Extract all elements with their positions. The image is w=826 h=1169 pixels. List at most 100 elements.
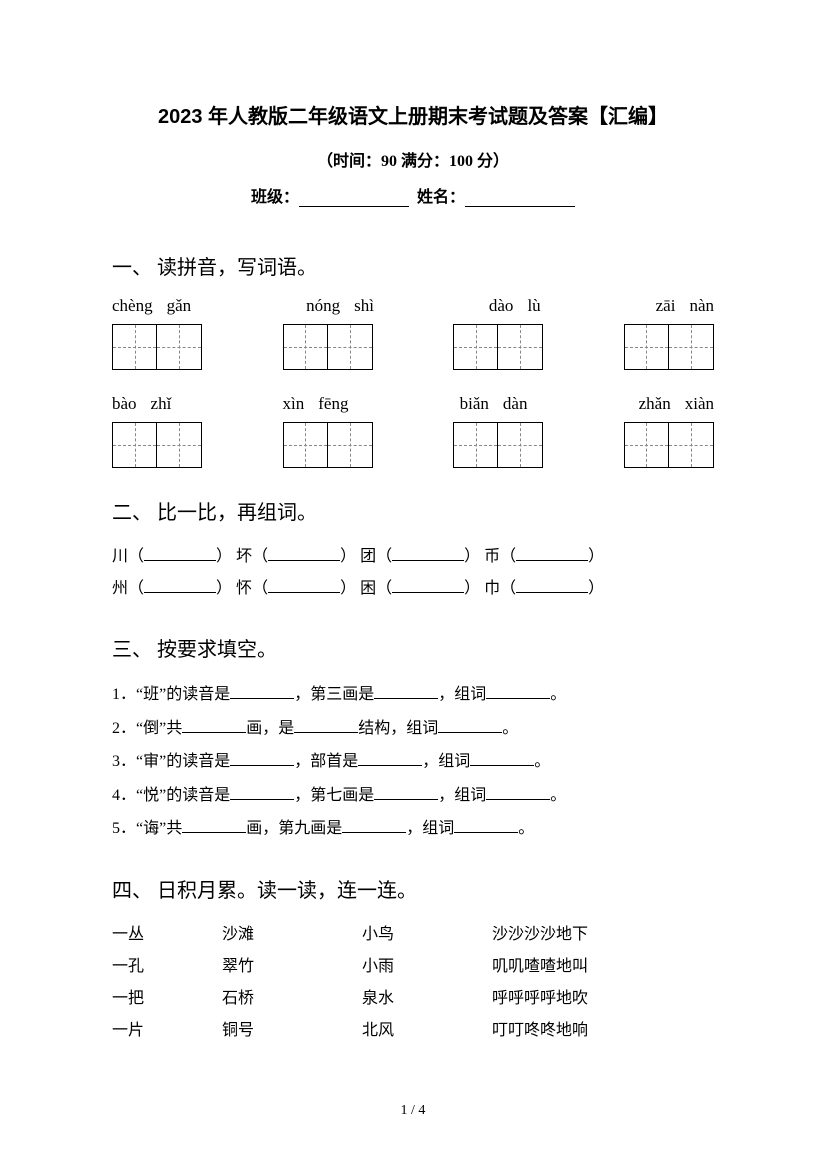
fill-blank[interactable]	[486, 685, 550, 699]
boxes-row-2	[112, 422, 714, 468]
cell: 一丛	[112, 919, 222, 951]
pinyin-group: zhǎnxiàn	[639, 394, 714, 414]
pinyin-word: xìn	[283, 394, 305, 414]
fill-blank[interactable]	[438, 719, 502, 733]
section4-header: 四、 日积月累。读一读，连一连。	[112, 874, 714, 903]
tianzige-pair[interactable]	[453, 422, 543, 468]
section1-header: 一、 读拼音，写词语。	[112, 251, 714, 280]
tianzige-pair[interactable]	[624, 422, 714, 468]
fill-blank[interactable]	[230, 786, 294, 800]
pinyin-row-1: chènggǎn nóngshì dàolù zāinàn	[112, 296, 714, 316]
tianzige-cell[interactable]	[328, 423, 372, 467]
section3-header: 三、 按要求填空。	[112, 633, 714, 662]
pinyin-word: zhǎn	[639, 394, 671, 414]
table-row: 一孔翠竹小雨叽叽喳喳地叫	[112, 951, 714, 983]
name-blank[interactable]	[465, 189, 575, 207]
cell: 泉水	[362, 983, 492, 1015]
text: ，第三画是	[294, 686, 374, 703]
pinyin-group: biǎndàn	[460, 394, 528, 414]
cell: 小雨	[362, 951, 492, 983]
pinyin-group: bàozhǐ	[112, 394, 171, 414]
fill-blank[interactable]	[516, 547, 588, 561]
fill-blank[interactable]	[182, 719, 246, 733]
q3-item-3: 3．“审”的读音是，部首是，组词。	[112, 745, 714, 779]
tianzige-pair[interactable]	[283, 422, 373, 468]
cell: 一片	[112, 1015, 222, 1047]
text: “悦”的读音是	[136, 787, 230, 804]
fill-blank[interactable]	[358, 752, 422, 766]
pinyin-word: shì	[354, 296, 374, 316]
tianzige-pair[interactable]	[112, 324, 202, 370]
tianzige-pair[interactable]	[624, 324, 714, 370]
fill-blank[interactable]	[470, 752, 534, 766]
text: “诲”共	[136, 820, 182, 837]
tianzige-cell[interactable]	[669, 423, 713, 467]
tianzige-cell[interactable]	[157, 325, 201, 369]
section2-header: 二、 比一比，再组词。	[112, 496, 714, 525]
pinyin-group: nóngshì	[306, 296, 374, 316]
tianzige-cell[interactable]	[669, 325, 713, 369]
tianzige-cell[interactable]	[113, 325, 157, 369]
fill-blank[interactable]	[268, 579, 340, 593]
tianzige-cell[interactable]	[454, 423, 498, 467]
fill-blank[interactable]	[516, 579, 588, 593]
char: 团	[360, 548, 376, 565]
page-title: 2023 年人教版二年级语文上册期末考试题及答案【汇编】	[112, 100, 714, 129]
tianzige-cell[interactable]	[498, 325, 542, 369]
fill-blank[interactable]	[392, 547, 464, 561]
cell: 叽叽喳喳地叫	[492, 951, 714, 983]
cell: 一把	[112, 983, 222, 1015]
q3-item-4: 4．“悦”的读音是，第七画是，组词。	[112, 779, 714, 813]
fill-blank[interactable]	[392, 579, 464, 593]
char: 州	[112, 580, 128, 597]
pinyin-word: nóng	[306, 296, 340, 316]
tianzige-cell[interactable]	[284, 423, 328, 467]
text: 。	[550, 787, 566, 804]
cell: 一孔	[112, 951, 222, 983]
tianzige-cell[interactable]	[625, 325, 669, 369]
tianzige-pair[interactable]	[283, 324, 373, 370]
pinyin-group: dàolù	[489, 296, 541, 316]
fill-blank[interactable]	[182, 819, 246, 833]
fill-blank[interactable]	[342, 819, 406, 833]
pinyin-word: nàn	[689, 296, 714, 316]
fill-blank[interactable]	[454, 819, 518, 833]
char: 坏	[236, 548, 252, 565]
class-label: 班级：	[251, 189, 299, 206]
cell: 翠竹	[222, 951, 362, 983]
q3-item-1: 1．“班”的读音是，第三画是，组词。	[112, 678, 714, 712]
fill-blank[interactable]	[144, 579, 216, 593]
fill-blank[interactable]	[486, 786, 550, 800]
fill-blank[interactable]	[374, 786, 438, 800]
char: 巾	[484, 580, 500, 597]
text: “审”的读音是	[136, 753, 230, 770]
tianzige-pair[interactable]	[112, 422, 202, 468]
fill-blank[interactable]	[268, 547, 340, 561]
fill-blank[interactable]	[374, 685, 438, 699]
tianzige-cell[interactable]	[113, 423, 157, 467]
pinyin-group: chènggǎn	[112, 296, 191, 316]
fill-blank[interactable]	[230, 685, 294, 699]
text: ，组词	[422, 753, 470, 770]
text: ，组词	[438, 787, 486, 804]
boxes-row-1	[112, 324, 714, 370]
class-blank[interactable]	[299, 189, 409, 207]
cell: 石桥	[222, 983, 362, 1015]
pinyin-word: lù	[527, 296, 540, 316]
text: ，第七画是	[294, 787, 374, 804]
tianzige-cell[interactable]	[498, 423, 542, 467]
table-row: 一把石桥泉水呼呼呼呼地吹	[112, 983, 714, 1015]
text: 。	[550, 686, 566, 703]
tianzige-cell[interactable]	[157, 423, 201, 467]
fill-blank[interactable]	[144, 547, 216, 561]
tianzige-cell[interactable]	[625, 423, 669, 467]
tianzige-cell[interactable]	[328, 325, 372, 369]
tianzige-cell[interactable]	[284, 325, 328, 369]
fill-blank[interactable]	[294, 719, 358, 733]
char: 困	[360, 580, 376, 597]
cell: 北风	[362, 1015, 492, 1047]
tianzige-cell[interactable]	[454, 325, 498, 369]
cell: 呼呼呼呼地吹	[492, 983, 714, 1015]
fill-blank[interactable]	[230, 752, 294, 766]
tianzige-pair[interactable]	[453, 324, 543, 370]
